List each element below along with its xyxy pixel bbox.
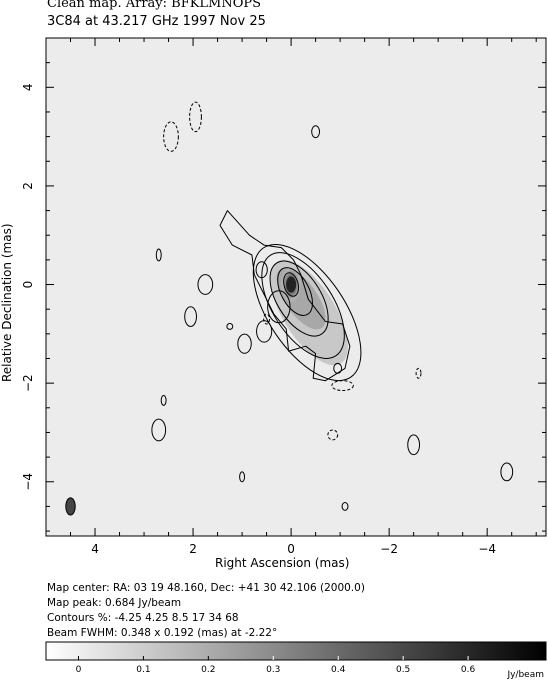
y-axis-label: Relative Declination (mas): [0, 223, 14, 382]
beam-text: Beam FWHM: 0.348 x 0.192 (mas) at -2.22°: [47, 627, 278, 639]
colorbar-tick-label: 0.5: [396, 665, 410, 675]
core-contour: [269, 260, 329, 337]
jet-emission: [219, 210, 362, 382]
negative-contour: [327, 429, 339, 441]
colorbar-tick-label: 0.2: [201, 665, 215, 675]
negative-contour: [415, 367, 422, 379]
colorbar-tick-label: 0.3: [266, 665, 280, 675]
positive-contour: [151, 418, 167, 442]
positive-contour: [311, 125, 321, 139]
negative-contour: [189, 101, 202, 133]
negative-contour: [263, 313, 271, 325]
y-tick-label: 2: [21, 182, 35, 190]
colorbar-unit: Jy/beam: [506, 670, 544, 680]
map-peak-text: Map peak: 0.684 Jy/beam: [47, 597, 182, 609]
x-axis-label: Right Ascension (mas): [215, 556, 350, 570]
isolated-contours: [151, 101, 514, 511]
core-contour: [277, 267, 313, 316]
jet-outer-contour: [219, 210, 351, 382]
x-tick-label: 2: [189, 542, 197, 556]
x-tick-label: 0: [287, 542, 295, 556]
positive-contour: [333, 362, 343, 374]
plot-frame: [45, 37, 547, 537]
colorbar-tick-label: 0.1: [136, 665, 150, 675]
negative-contour: [163, 121, 179, 152]
core-peak: [286, 276, 297, 293]
positive-contour: [184, 306, 197, 327]
beam-ellipse: [65, 497, 76, 516]
positive-contour: [155, 248, 162, 262]
positive-contour: [239, 471, 246, 483]
core-contour: [252, 243, 362, 382]
jet-component: [255, 261, 268, 279]
positive-contour: [160, 394, 167, 406]
positive-contour: [407, 434, 421, 456]
contours-text: Contours %: -4.25 4.25 8.5 17 34 68: [47, 612, 239, 624]
x-tick-label: 4: [91, 542, 99, 556]
x-tick-label: −4: [478, 542, 496, 556]
positive-contour: [341, 501, 349, 511]
core-contour: [283, 272, 300, 297]
colorbar: [45, 641, 547, 661]
core-contour: [261, 252, 345, 359]
positive-contour: [500, 462, 514, 482]
map-center-text: Map center: RA: 03 19 48.160, Dec: +41 3…: [47, 582, 365, 594]
map-subtitle: 3C84 at 43.217 GHz 1997 Nov 25: [47, 14, 266, 29]
y-tick-label: −4: [21, 473, 35, 491]
negative-contour: [331, 380, 354, 392]
map-title: Clean map. Array: BFKLMNOPS: [47, 0, 262, 11]
y-tick-label: 0: [21, 281, 35, 289]
y-tick-label: 4: [21, 83, 35, 91]
positive-contour: [197, 274, 214, 295]
positive-contour: [226, 322, 234, 330]
colorbar-tick-label: 0.4: [331, 665, 346, 675]
jet-component: [267, 290, 291, 324]
colorbar-tick-label: 0.6: [461, 665, 476, 675]
x-tick-label: −2: [380, 542, 398, 556]
jet-component: [237, 333, 252, 354]
y-tick-label: −2: [21, 374, 35, 392]
colorbar-tick-label: 0: [76, 665, 82, 675]
